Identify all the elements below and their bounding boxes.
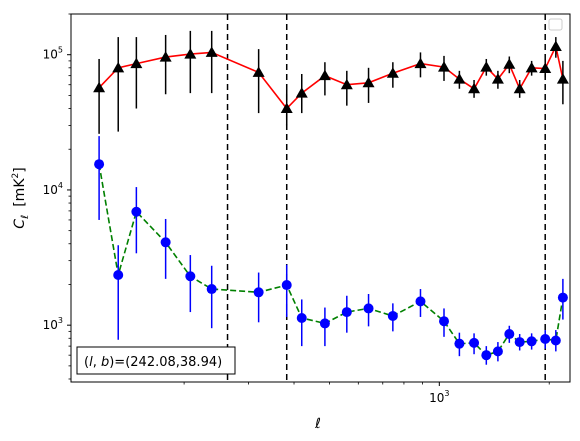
data-point bbox=[296, 312, 307, 323]
y-axis-label-unit-sup: 2 bbox=[11, 173, 21, 179]
data-point bbox=[253, 287, 264, 298]
x-tick-label: 103 bbox=[429, 389, 449, 405]
data-point bbox=[341, 307, 352, 318]
y-axis-label-subscript: ℓ bbox=[20, 215, 31, 219]
annotation-sep: , bbox=[93, 355, 101, 370]
data-point bbox=[206, 284, 217, 295]
y-tick-label: 104 bbox=[43, 181, 63, 197]
y-tick-label-base: 10 bbox=[43, 183, 58, 197]
data-point bbox=[481, 350, 492, 361]
data-point bbox=[526, 336, 537, 347]
data-point bbox=[281, 280, 292, 291]
data-point bbox=[130, 57, 143, 69]
data-point bbox=[280, 102, 293, 114]
data-point bbox=[340, 78, 353, 90]
data-point bbox=[318, 69, 331, 81]
data-point bbox=[550, 335, 561, 346]
data-point bbox=[504, 329, 515, 340]
data-point bbox=[525, 61, 538, 73]
data-point bbox=[453, 73, 466, 84]
data-point bbox=[513, 82, 526, 94]
y-tick-label-exponent: 4 bbox=[58, 181, 63, 190]
data-point bbox=[363, 303, 374, 314]
annotation-l: l bbox=[89, 355, 93, 370]
y-axis-label: Cℓ [mK2] bbox=[11, 167, 31, 228]
data-point bbox=[252, 66, 265, 77]
y-axis-label-main: C bbox=[12, 219, 28, 229]
data-point bbox=[185, 271, 196, 282]
legend-box bbox=[548, 18, 563, 31]
data-point bbox=[94, 159, 105, 170]
data-point bbox=[438, 61, 451, 72]
data-point bbox=[439, 316, 450, 327]
series-1 bbox=[93, 30, 569, 134]
data-point bbox=[557, 292, 568, 303]
data-point bbox=[454, 338, 465, 349]
data-point bbox=[159, 51, 172, 62]
data-point bbox=[414, 57, 427, 69]
x-axis-label: ℓ bbox=[314, 416, 321, 432]
data-point bbox=[160, 237, 171, 248]
y-tick-label-base: 10 bbox=[43, 48, 58, 62]
data-point bbox=[514, 337, 525, 348]
data-point bbox=[112, 61, 125, 73]
data-point bbox=[480, 61, 493, 72]
x-tick-label-base: 10 bbox=[429, 391, 444, 405]
data-point bbox=[492, 346, 503, 357]
axes-frame bbox=[70, 13, 571, 383]
data-point bbox=[295, 87, 308, 98]
data-point bbox=[539, 62, 552, 74]
annotation-frame bbox=[76, 346, 236, 375]
data-point bbox=[387, 310, 398, 321]
y-axis-label-unit-close: ] bbox=[12, 167, 28, 172]
annotation-text: (l, b)=(242.08,38.94) bbox=[84, 355, 222, 370]
annotation-value: )=(242.08,38.94) bbox=[109, 355, 222, 370]
annotation-box: (l, b)=(242.08,38.94) bbox=[76, 346, 236, 375]
data-point bbox=[469, 337, 480, 348]
y-tick-label: 105 bbox=[43, 46, 63, 62]
data-point bbox=[184, 48, 197, 59]
data-point bbox=[556, 73, 569, 84]
data-point bbox=[93, 81, 106, 93]
data-point bbox=[468, 82, 481, 94]
data-point bbox=[319, 318, 330, 329]
x-tick-label-exponent: 3 bbox=[444, 389, 449, 398]
y-tick-label-exponent: 3 bbox=[58, 316, 63, 325]
data-point bbox=[415, 296, 426, 307]
y-tick-label-base: 10 bbox=[43, 318, 58, 332]
data-point bbox=[362, 76, 375, 88]
data-point bbox=[491, 73, 504, 84]
data-point bbox=[386, 67, 399, 78]
data-point bbox=[549, 40, 562, 52]
data-point bbox=[205, 46, 218, 57]
y-axis-label-unit: [mK bbox=[12, 178, 28, 207]
data-point bbox=[503, 58, 516, 69]
annotation-prefix: ( bbox=[84, 355, 89, 370]
plot-area bbox=[93, 14, 569, 382]
y-tick-label: 103 bbox=[43, 316, 63, 332]
data-point bbox=[131, 206, 142, 217]
series-2 bbox=[94, 136, 568, 365]
y-tick-label-exponent: 5 bbox=[58, 46, 63, 55]
annotation-b: b bbox=[101, 355, 109, 370]
data-point bbox=[540, 334, 551, 345]
data-point bbox=[113, 269, 124, 280]
